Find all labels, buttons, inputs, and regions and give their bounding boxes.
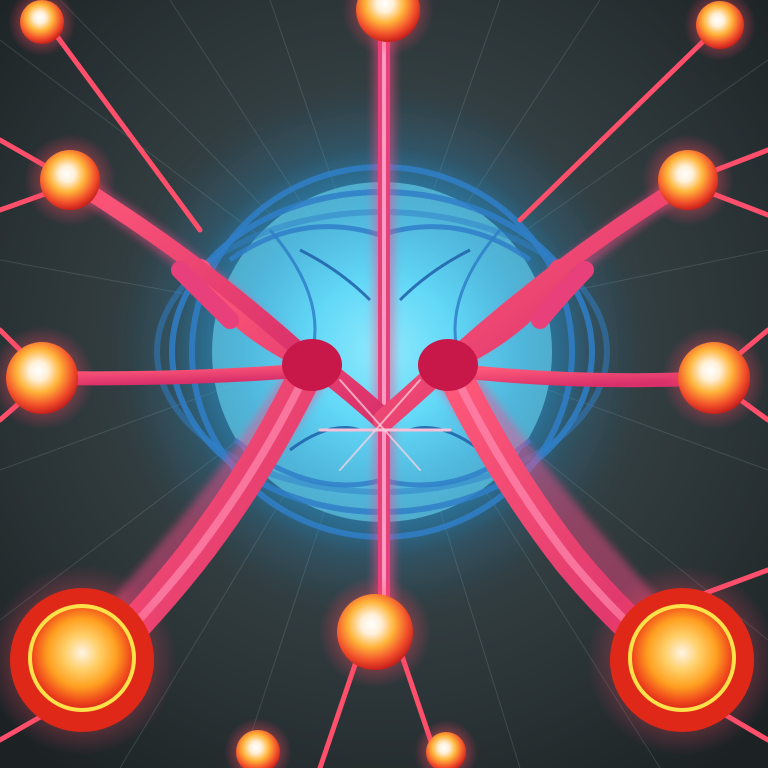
cell-node-bottom-small-left bbox=[224, 718, 292, 768]
cell-node-bottom-right-large bbox=[587, 565, 768, 755]
cell-node-top-left bbox=[8, 0, 76, 56]
cell-node-left-upper bbox=[24, 134, 116, 226]
cell-node-bottom-small-right bbox=[414, 720, 478, 768]
cell-node-top-right bbox=[684, 0, 756, 61]
cell-node-bottom-center bbox=[319, 576, 431, 688]
cell-node-top-center bbox=[342, 0, 434, 56]
cell-node-bottom-left-large bbox=[0, 565, 177, 755]
cell-node-left-middle bbox=[0, 326, 94, 430]
cell-node-right-middle bbox=[662, 326, 766, 430]
cell-node-right-upper bbox=[642, 134, 734, 226]
